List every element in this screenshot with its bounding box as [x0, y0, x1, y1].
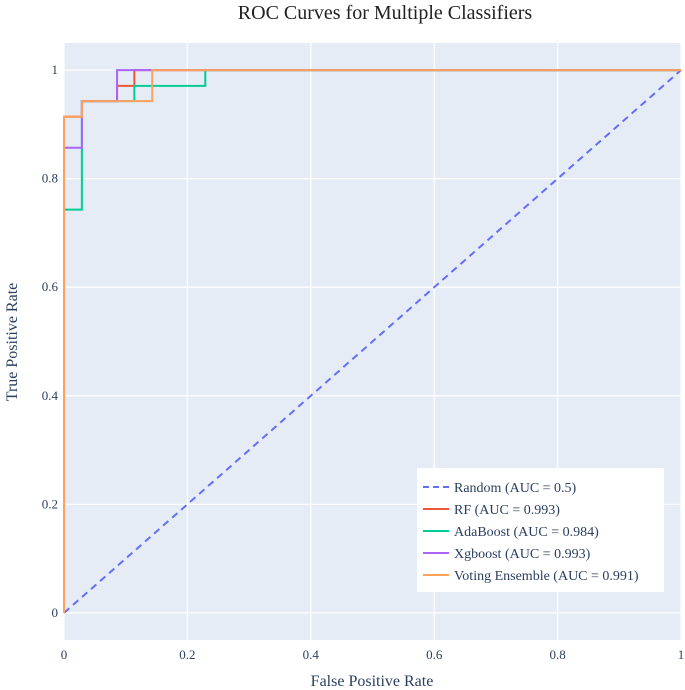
- x-tick-label: 0.6: [426, 647, 443, 662]
- legend-label: Xgboost (AUC = 0.993): [454, 547, 591, 562]
- y-tick-label: 0.2: [42, 496, 58, 511]
- tick-labels: 0 0.2 0.4 0.6 0.8 1 0 0.2 0.4 0.6 0.8 1: [42, 62, 685, 662]
- chart-title: ROC Curves for Multiple Classifiers: [238, 2, 533, 24]
- y-tick-label: 0.6: [42, 279, 59, 294]
- y-axis-label: True Positive Rate: [4, 283, 21, 402]
- legend-label: RF (AUC = 0.993): [454, 503, 560, 518]
- legend-label: AdaBoost (AUC = 0.984): [454, 525, 599, 540]
- series-line-4: [63, 69, 681, 613]
- x-tick-label: 1: [678, 647, 685, 662]
- series-layer: [63, 69, 682, 614]
- y-tick-label: 1: [52, 62, 59, 77]
- y-tick-label: 0.4: [42, 388, 59, 403]
- series-line-0: [63, 69, 682, 614]
- x-axis-label: False Positive Rate: [311, 673, 434, 690]
- legend: Random (AUC = 0.5) RF (AUC = 0.993) AdaBoo…: [417, 468, 664, 592]
- x-tick-label: 0.4: [303, 647, 320, 662]
- grid-lines: [63, 43, 682, 640]
- legend-label: Voting Ensemble (AUC = 0.991): [454, 569, 639, 584]
- y-tick-label: 0.8: [42, 171, 58, 186]
- x-tick-label: 0.8: [549, 647, 565, 662]
- x-tick-label: 0: [61, 647, 68, 662]
- legend-box: [417, 468, 664, 592]
- legend-label: Random (AUC = 0.5): [454, 481, 577, 496]
- x-tick-label: 0.2: [179, 647, 195, 662]
- y-tick-label: 0: [52, 605, 59, 620]
